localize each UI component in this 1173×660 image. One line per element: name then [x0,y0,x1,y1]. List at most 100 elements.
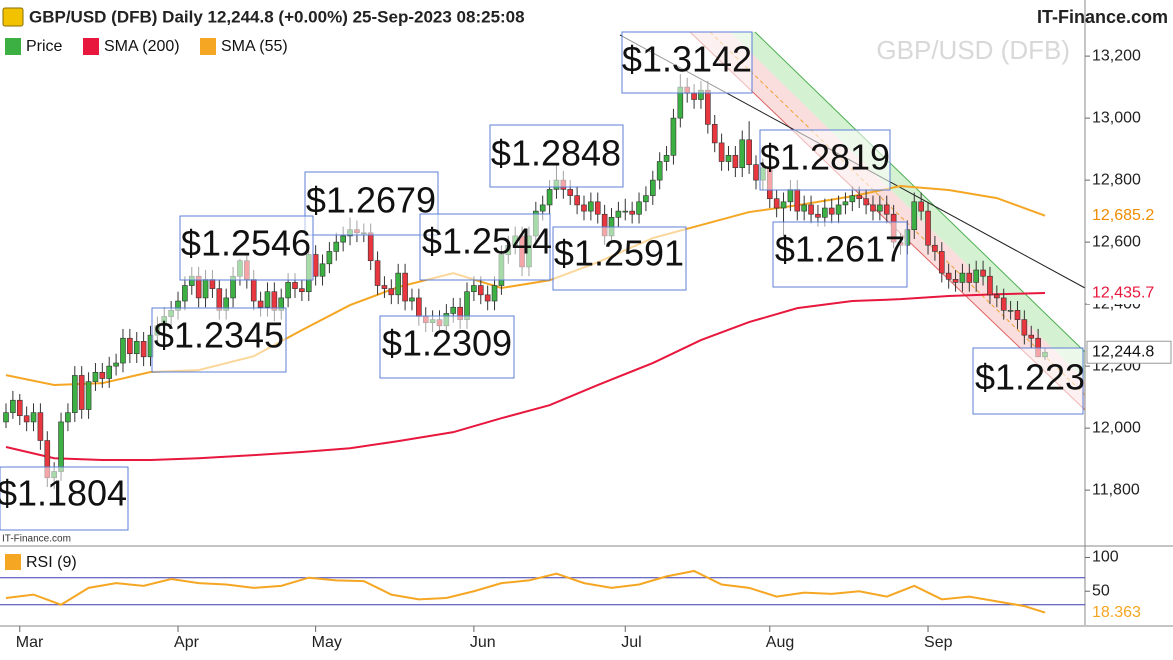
rsi-last-label: 18.363 [1092,604,1141,621]
annotation-box [759,129,891,191]
candle-body [828,207,835,215]
annotation: $1.2309 [382,323,512,364]
annotation: $1.2819 [760,137,890,178]
annotation-box [621,31,753,94]
candle-body [106,365,113,379]
candle-body [966,272,973,283]
candle-body [663,155,670,162]
candle-body [925,210,931,246]
legend-swatch [5,554,21,570]
annotation-box [772,221,908,288]
candle-body [388,288,395,296]
candle-body [581,204,587,212]
candle-body [636,201,642,215]
candle-body [319,263,326,277]
candle-body [1000,297,1007,311]
candle-body [546,189,553,206]
candle-body [987,275,993,296]
candle-body [588,201,594,212]
x-tick-label: May [312,634,342,651]
line [5,569,1046,614]
y-tick-label: 13,000 [1092,109,1141,126]
annotations: $1.3142 $1.2848 $1.2819 $1.2679 $1.2546 … [0,31,1085,531]
candle-body [464,291,470,320]
candle-body [842,201,849,206]
x-tick-label: Jun [470,634,496,651]
candle-body [491,285,498,302]
candle-body [711,124,718,144]
legend-swatch [5,38,21,55]
candle-body [127,337,133,355]
candle-body [202,279,209,299]
candle-body [863,198,869,206]
y-tick-label: 13,200 [1092,47,1141,64]
candle-body [656,161,663,181]
candle-body [574,195,580,206]
candle-body [209,279,216,289]
candle-body [780,201,787,209]
candle-body [746,139,752,165]
candle-body [113,362,119,367]
candle-body [938,251,945,274]
candle-body [629,210,635,215]
candle-body [78,375,85,410]
annotation: $1.2544 [422,221,552,262]
price-label-box [1087,204,1171,227]
legend: Price SMA (200) SMA (55) [5,38,288,55]
legend-label: SMA (200) [104,38,180,55]
x-tick-label: Sep [924,634,953,651]
annotation-box [379,315,515,379]
axes: 11,80012,00012,20012,40012,60012,80013,0… [16,47,1172,651]
annotation-box [151,307,287,373]
candle-body [856,195,863,200]
watermark: GBP/USD (DFB) [876,35,1070,65]
candle-body [849,195,856,203]
candle-body [794,189,801,212]
rsi-panel: 50 100 RSI (9) 18.363 [0,549,1157,624]
annotation: $1.2679 [306,180,436,221]
annotation-box [0,466,129,531]
annotation: $1.2345 [154,315,284,356]
x-tick-label: Aug [766,634,794,651]
candle-body [299,288,305,293]
candle-body [381,285,388,289]
candle-body [120,337,126,364]
candle-body [877,204,883,212]
source: IT-Finance.com [1037,7,1168,27]
candle-body [477,285,484,296]
candle-body [133,341,140,355]
channel-top-line [754,31,1086,353]
candle-body [773,198,780,209]
candle-body [10,399,16,413]
candle-body [3,412,9,423]
candle-body [808,204,814,215]
channel-bottom-line [689,31,1086,411]
annotation: $1.223 [975,357,1085,398]
candle-body [333,241,340,252]
candle-body [65,412,71,423]
price-label: 12,244.8 [1092,343,1154,360]
candle-body [870,204,876,212]
rsi-label-box [1087,601,1157,624]
candle-body [312,254,319,277]
candle-body [292,282,298,289]
y-tick-label: 12,000 [1092,419,1141,436]
candle-body [1028,334,1035,339]
legend-label: SMA (55) [221,38,288,55]
candle-body [416,297,422,317]
candle-body [257,300,264,308]
candle-body [250,279,257,302]
x-tick-label: Apr [174,634,200,651]
legend-label: Price [26,38,63,55]
candle-body [994,294,1000,299]
candle-body [732,155,739,169]
x-tick-label: Jul [621,634,641,651]
rsi-legend-label: RSI (9) [26,554,77,571]
annotation-box [304,171,439,236]
candle-body [753,164,759,181]
candle-body [822,207,828,218]
candle-body [835,204,842,215]
candle-body [326,251,333,265]
candle-body [815,213,821,218]
